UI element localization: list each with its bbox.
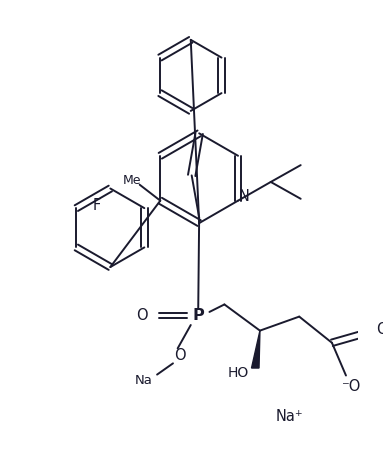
Text: Na⁺: Na⁺ [276, 409, 304, 424]
Text: F: F [92, 198, 100, 213]
Text: Me: Me [123, 174, 141, 187]
Text: HO: HO [228, 365, 249, 380]
Text: P: P [192, 308, 204, 323]
Text: ⁻O: ⁻O [341, 379, 360, 394]
Text: O: O [174, 348, 185, 363]
Text: O: O [136, 308, 148, 323]
Polygon shape [252, 330, 260, 368]
Text: N: N [238, 189, 249, 204]
Text: Na: Na [135, 374, 153, 387]
Text: O: O [376, 322, 383, 337]
